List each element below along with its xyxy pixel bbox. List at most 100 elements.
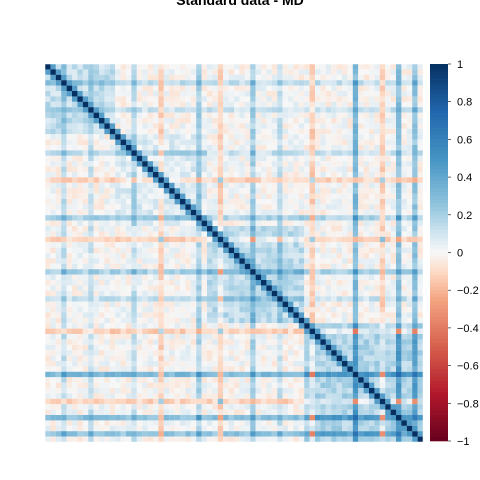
heatmap-cell <box>336 301 343 308</box>
colorbar-segment <box>430 79 448 84</box>
heatmap-cell <box>298 231 305 237</box>
heatmap-diagonal-cell <box>396 415 402 421</box>
heatmap-cell <box>169 69 175 75</box>
heatmap-cell <box>82 139 89 146</box>
heatmap-cell <box>379 263 386 270</box>
heatmap-cell <box>158 393 164 399</box>
heatmap-cell <box>93 420 100 426</box>
heatmap-cell <box>412 118 418 124</box>
heatmap-cell <box>309 134 316 140</box>
heatmap-cell <box>266 204 272 210</box>
heatmap-cell <box>244 269 251 275</box>
heatmap-cell <box>158 204 164 210</box>
heatmap-cell <box>336 371 343 378</box>
heatmap-cell <box>309 172 316 178</box>
heatmap-cell <box>304 404 310 410</box>
heatmap-cell <box>228 285 235 291</box>
heatmap-cell <box>174 398 181 405</box>
heatmap-cell <box>396 366 402 372</box>
heatmap-cell <box>142 209 148 216</box>
heatmap-cell <box>45 204 51 210</box>
heatmap-cell <box>255 436 262 443</box>
heatmap-cell <box>99 85 105 92</box>
heatmap-cell <box>174 420 181 426</box>
heatmap-cell <box>396 296 402 302</box>
heatmap-cell <box>120 247 127 254</box>
heatmap-cell <box>390 236 397 243</box>
heatmap-cell <box>288 215 294 221</box>
heatmap-cell <box>325 177 332 183</box>
heatmap-cell <box>153 382 159 389</box>
heatmap-cell <box>347 123 353 129</box>
heatmap-cell <box>201 350 208 356</box>
heatmap-cell <box>369 134 375 140</box>
heatmap-cell <box>336 209 343 216</box>
heatmap-cell <box>131 182 137 189</box>
heatmap-cell <box>120 64 127 70</box>
heatmap-cell <box>120 258 127 264</box>
heatmap-cell <box>347 69 353 75</box>
heatmap-cell <box>325 404 332 410</box>
heatmap-cell <box>185 431 191 437</box>
heatmap-cell <box>309 145 316 151</box>
heatmap-cell <box>390 91 397 97</box>
heatmap-cell <box>315 247 321 254</box>
heatmap-cell <box>320 317 326 324</box>
heatmap-cell <box>417 242 424 248</box>
heatmap-cell <box>390 317 397 324</box>
heatmap-cell <box>169 317 175 324</box>
heatmap-cell <box>293 123 299 129</box>
heatmap-cell <box>250 425 256 432</box>
heatmap-cell <box>115 361 121 367</box>
heatmap-cell <box>163 134 170 140</box>
heatmap-cell <box>55 382 62 389</box>
heatmap-cell <box>158 404 164 410</box>
heatmap-cell <box>331 145 337 151</box>
heatmap-cell <box>207 344 213 351</box>
heatmap-cell <box>266 398 272 405</box>
heatmap-cell <box>66 290 73 297</box>
heatmap-cell <box>374 236 380 243</box>
heatmap-cell <box>255 269 262 275</box>
heatmap-cell <box>277 361 283 367</box>
heatmap-cell <box>406 371 413 378</box>
heatmap-cell <box>163 296 170 302</box>
heatmap-cell <box>45 366 51 372</box>
heatmap-cell <box>50 247 56 254</box>
heatmap-cell <box>153 204 159 210</box>
heatmap-cell <box>239 161 245 167</box>
heatmap-cell <box>271 328 278 335</box>
heatmap-cell <box>169 258 175 264</box>
heatmap-cell <box>293 344 299 351</box>
heatmap-cell <box>401 425 407 432</box>
heatmap-cell <box>142 123 148 129</box>
heatmap-cell <box>282 415 289 421</box>
heatmap-cell <box>109 274 116 281</box>
heatmap-cell <box>185 285 191 291</box>
heatmap-cell <box>396 226 402 232</box>
heatmap-cell <box>358 355 364 362</box>
heatmap-cell <box>250 242 256 248</box>
heatmap-cell <box>88 285 94 291</box>
heatmap-cell <box>342 150 348 156</box>
heatmap-cell <box>374 96 380 102</box>
heatmap-cell <box>342 404 348 410</box>
heatmap-cell <box>88 398 94 405</box>
heatmap-cell <box>379 74 386 81</box>
heatmap-cell <box>88 226 94 232</box>
heatmap-cell <box>385 64 391 70</box>
heatmap-cell <box>50 317 56 324</box>
heatmap-cell <box>277 220 283 227</box>
heatmap-cell <box>126 112 132 119</box>
colorbar-segment <box>430 116 448 121</box>
heatmap-cell <box>379 193 386 200</box>
heatmap-cell <box>93 258 100 264</box>
heatmap-cell <box>298 193 305 200</box>
heatmap-cell <box>77 377 83 383</box>
heatmap-cell <box>174 91 181 97</box>
heatmap-cell <box>304 366 310 372</box>
heatmap-cell <box>304 112 310 119</box>
heatmap-cell <box>358 263 364 270</box>
heatmap-cell <box>136 204 143 210</box>
heatmap-cell <box>142 409 148 416</box>
